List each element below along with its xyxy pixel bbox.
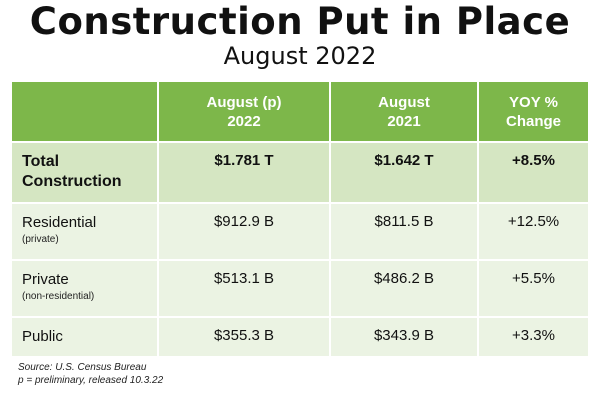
preliminary-note: p = preliminary, released 10.3.22 — [18, 375, 164, 386]
row-label-cell: Public — [12, 317, 159, 358]
value-august-2021: $1.642 T — [330, 142, 479, 204]
value-august-2022: $1.781 T — [158, 142, 331, 204]
table-header-row: August (p) 2022 August 2021 YOY % Change — [12, 82, 588, 143]
table-row-public: Public $355.3 B $343.9 B +3.3% — [12, 317, 588, 358]
row-label-cell: Residential (private) — [12, 203, 159, 261]
header-yoy-change: YOY % Change — [478, 82, 588, 143]
value-yoy-change: +12.5% — [478, 203, 588, 261]
row-label-cell: Total Construction — [12, 142, 159, 204]
header-blank — [12, 82, 159, 143]
value-august-2022: $355.3 B — [158, 317, 331, 358]
value-august-2022: $912.9 B — [158, 203, 331, 261]
row-sublabel: (non-residential) — [22, 291, 95, 302]
page-title: Construction Put in Place — [29, 0, 571, 43]
row-label: Public — [22, 328, 63, 345]
value-august-2021: $811.5 B — [330, 203, 479, 261]
row-label: Residential — [22, 214, 97, 231]
table-row-total-construction: Total Construction $1.781 T $1.642 T +8.… — [12, 142, 588, 204]
header-august-2022: August (p) 2022 — [158, 82, 331, 143]
row-label: Total Construction — [22, 153, 122, 190]
row-sublabel: (private) — [22, 234, 59, 245]
source-note: Source: U.S. Census Bureau — [18, 362, 147, 373]
page-subtitle: August 2022 — [223, 42, 377, 70]
construction-table: August (p) 2022 August 2021 YOY % Change… — [12, 82, 588, 358]
header-august-2021: August 2021 — [330, 82, 479, 143]
value-august-2022: $513.1 B — [158, 260, 331, 318]
footer-notes: Source: U.S. Census Bureau p = prelimina… — [18, 361, 163, 387]
row-label: Private — [22, 271, 69, 288]
table-row-residential: Residential (private) $912.9 B $811.5 B … — [12, 203, 588, 261]
value-yoy-change: +8.5% — [478, 142, 588, 204]
value-august-2021: $343.9 B — [330, 317, 479, 358]
table-row-private: Private (non-residential) $513.1 B $486.… — [12, 260, 588, 318]
value-august-2021: $486.2 B — [330, 260, 479, 318]
row-label-cell: Private (non-residential) — [12, 260, 159, 318]
value-yoy-change: +3.3% — [478, 317, 588, 358]
value-yoy-change: +5.5% — [478, 260, 588, 318]
